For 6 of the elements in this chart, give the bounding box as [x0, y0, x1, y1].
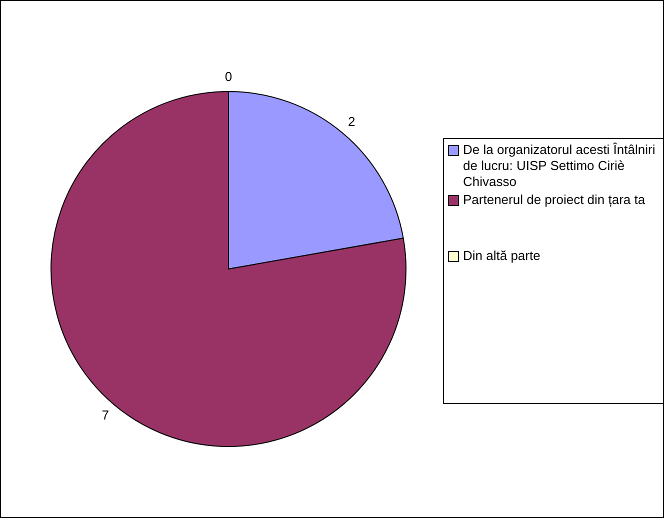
text: 0	[224, 69, 232, 84]
data-label: 7	[102, 407, 110, 422]
data-label: 2	[348, 114, 356, 129]
legend-label: Din altă parte	[463, 248, 540, 264]
legend-label: De la organizatorul acesti Întâlniri de lucru: UISP Settimo Ciriè Chivasso	[463, 142, 656, 190]
legend-label: Partenerul de proiect din țara ta	[463, 192, 646, 208]
